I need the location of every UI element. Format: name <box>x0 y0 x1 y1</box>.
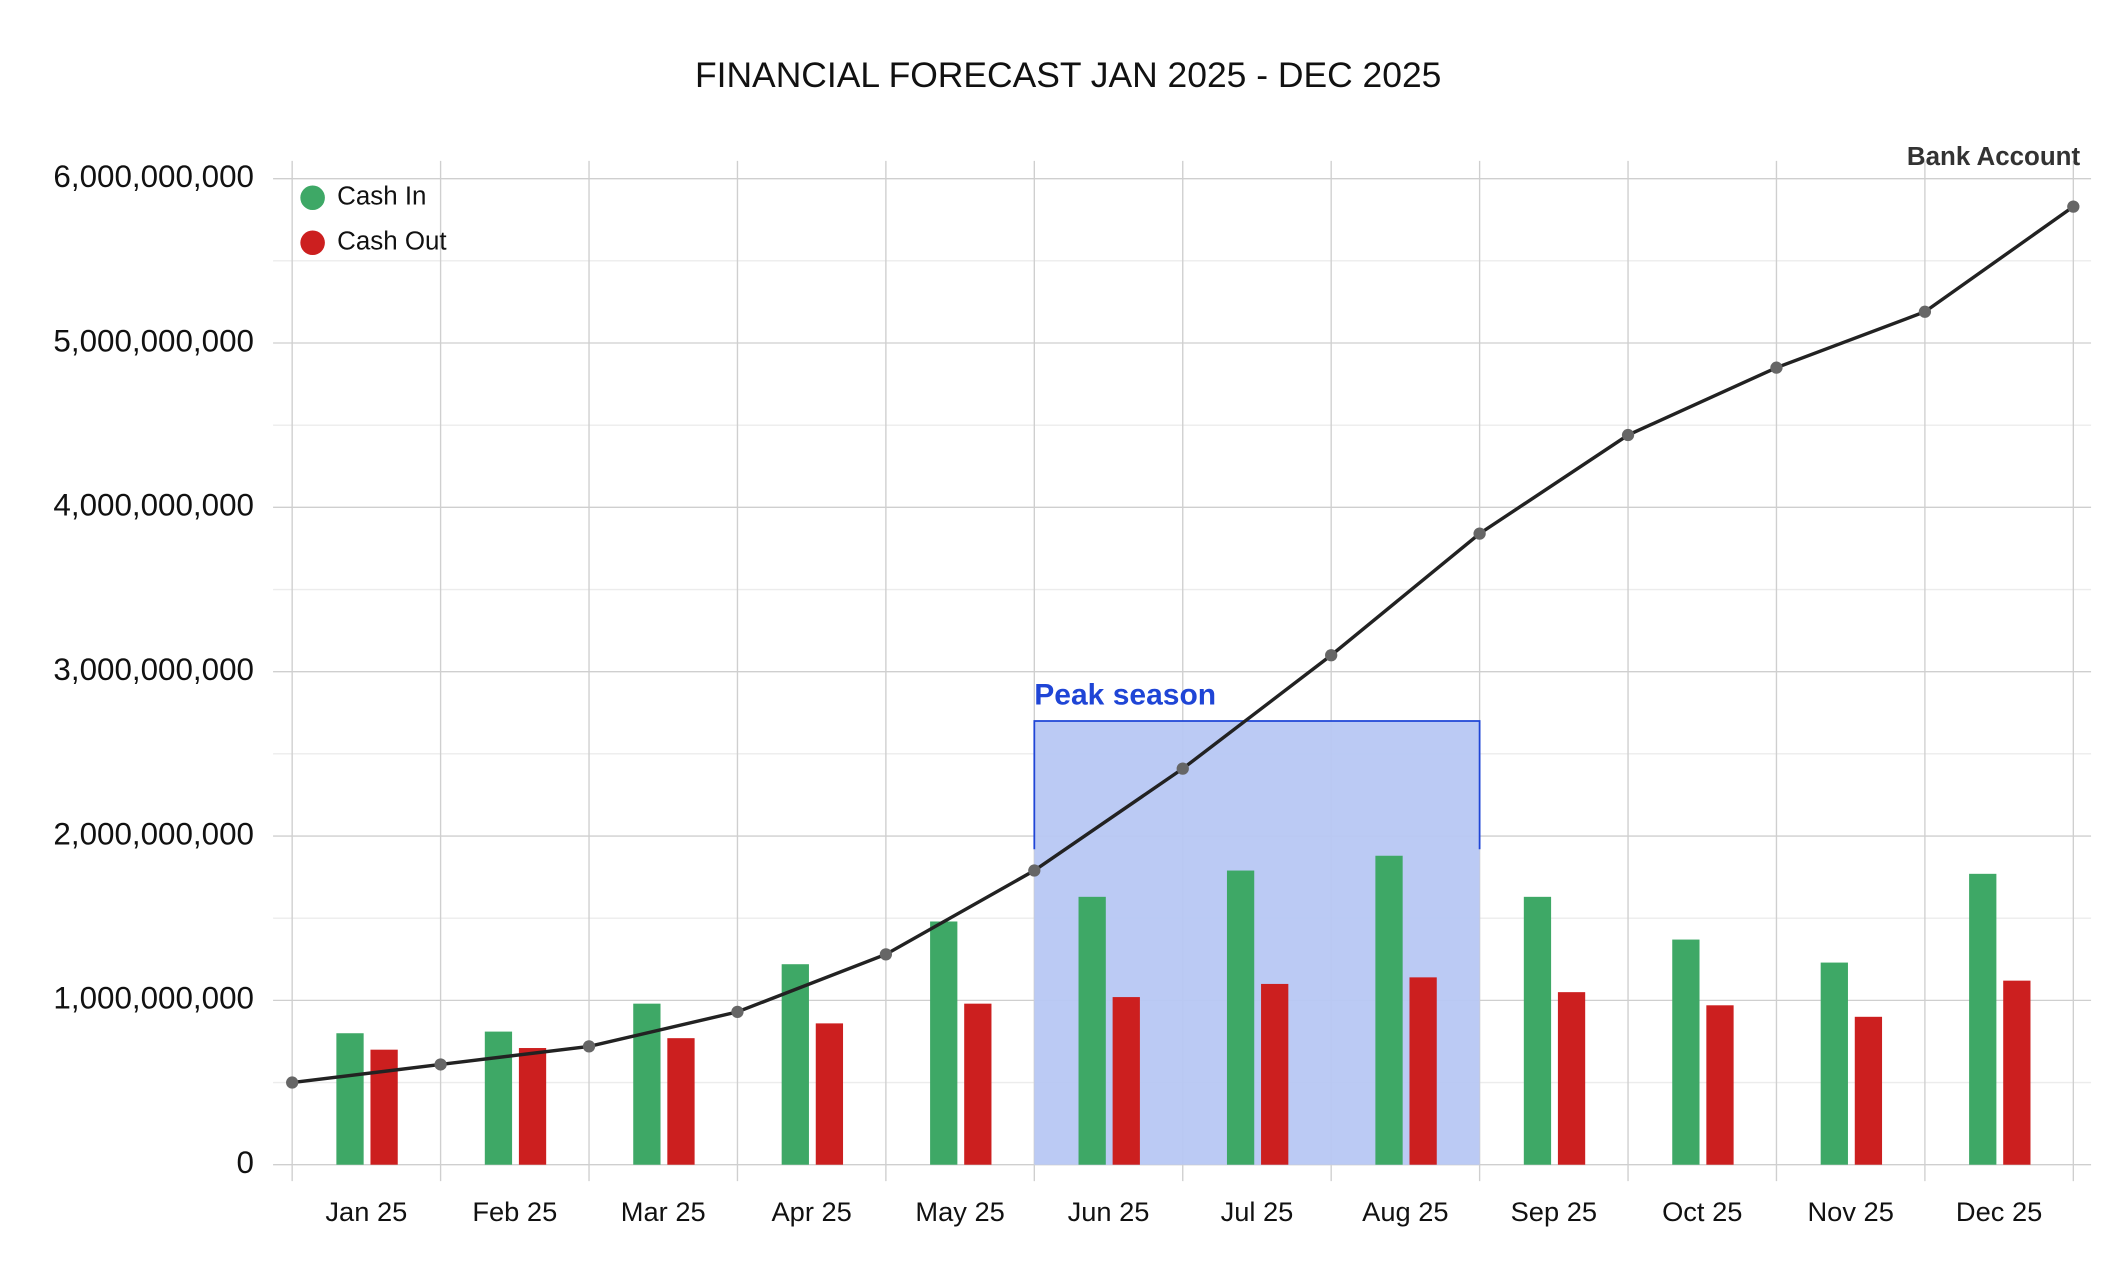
annotation-label: Peak season <box>1034 678 1216 711</box>
bar <box>964 1003 992 1165</box>
bar <box>1523 896 1552 1165</box>
y-tick-label: 1,000,000,000 <box>53 981 254 1016</box>
balance-point <box>1325 649 1338 662</box>
balance-point <box>1473 527 1486 540</box>
bar <box>1226 870 1255 1165</box>
legend-marker <box>300 185 325 211</box>
bar <box>1854 1016 1883 1165</box>
x-tick-label: Oct 25 <box>1662 1196 1742 1227</box>
x-tick-label: May 25 <box>915 1196 1004 1227</box>
bar <box>633 1003 661 1165</box>
bar <box>2003 980 2031 1165</box>
bar <box>1706 1005 1734 1165</box>
bar <box>1969 873 1997 1165</box>
chart-title: FINANCIAL FORECAST JAN 2025 - DEC 2025 <box>695 55 1441 95</box>
bar <box>1375 855 1403 1165</box>
bar <box>1557 992 1586 1165</box>
bar <box>518 1048 547 1165</box>
bar <box>1261 983 1289 1165</box>
balance-point <box>1028 864 1041 877</box>
x-tick-label: Jun 25 <box>1068 1196 1150 1227</box>
bar <box>667 1038 695 1165</box>
x-tick-label: Aug 25 <box>1362 1196 1448 1227</box>
bar <box>484 1031 513 1165</box>
annotation-band <box>1034 720 1480 1165</box>
bar <box>1409 977 1437 1165</box>
x-tick-label: Jul 25 <box>1221 1196 1294 1227</box>
legend-label: Cash Out <box>337 228 447 256</box>
annotation-outline <box>1033 720 1481 850</box>
balance-point <box>582 1040 596 1053</box>
bar <box>1672 939 1700 1165</box>
balance-point <box>879 948 893 961</box>
x-tick-label: Sep 25 <box>1511 1196 1597 1227</box>
y-tick-label: 3,000,000,000 <box>53 652 254 687</box>
balance-point <box>286 1076 299 1089</box>
x-tick-label: Dec 25 <box>1956 1196 2042 1227</box>
bar <box>1112 997 1140 1165</box>
y-tick-label: 5,000,000,000 <box>53 323 254 358</box>
bar <box>781 964 809 1165</box>
x-tick-label: Nov 25 <box>1807 1196 1893 1227</box>
bar <box>1078 896 1106 1165</box>
y-tick-label: 0 <box>237 1145 254 1180</box>
bar <box>930 921 958 1165</box>
balance-point <box>1621 428 1635 442</box>
line-label: Bank Account <box>1907 143 2081 171</box>
legend-label: Cash In <box>337 183 426 211</box>
balance-point <box>434 1058 447 1071</box>
x-tick-label: Mar 25 <box>621 1196 706 1227</box>
bar <box>336 1033 364 1165</box>
balance-point <box>1770 361 1783 374</box>
balance-point <box>731 1005 744 1019</box>
y-tick-label: 6,000,000,000 <box>53 159 254 194</box>
legend-marker <box>300 230 325 256</box>
bar <box>815 1023 844 1165</box>
balance-point <box>1176 762 1189 775</box>
x-tick-label: Feb 25 <box>472 1196 557 1227</box>
y-tick-label: 4,000,000,000 <box>53 488 254 523</box>
bar <box>1820 962 1848 1165</box>
x-tick-label: Apr 25 <box>771 1196 851 1227</box>
bar <box>370 1049 398 1165</box>
balance-point <box>2067 200 2080 213</box>
x-tick-label: Jan 25 <box>325 1196 407 1227</box>
balance-point <box>1918 305 1932 318</box>
y-tick-label: 2,000,000,000 <box>53 816 254 851</box>
